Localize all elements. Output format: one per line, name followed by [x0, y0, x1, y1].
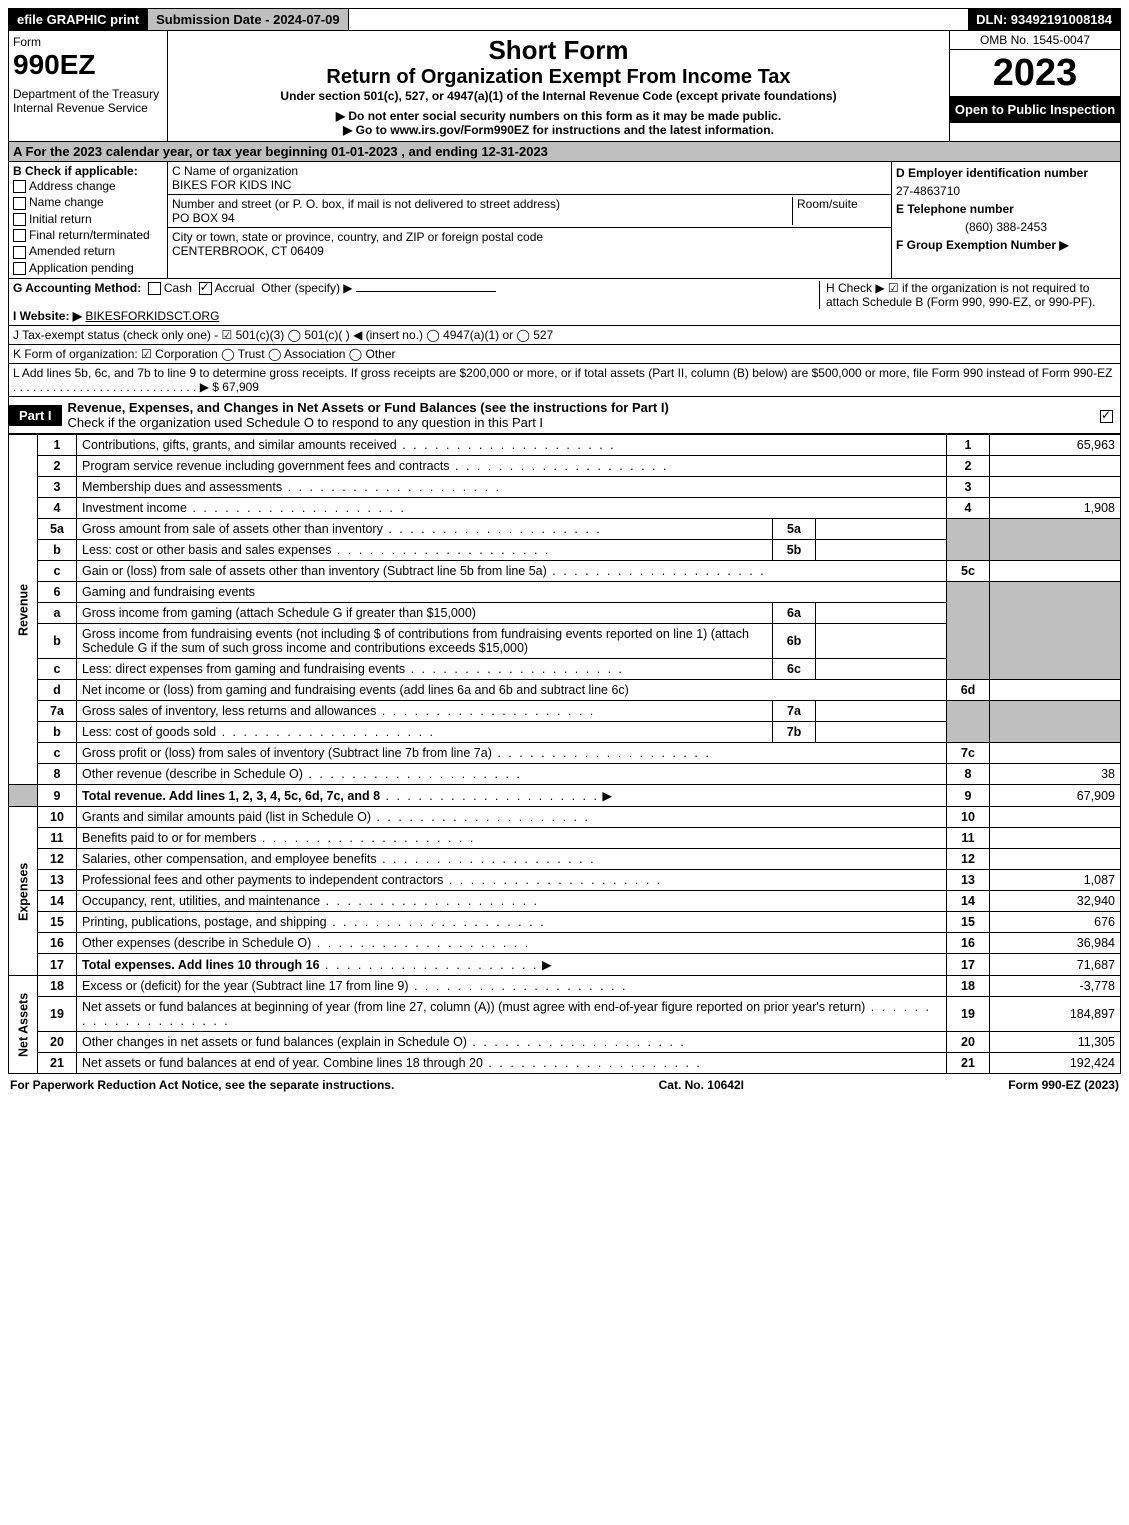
- c-city-label: City or town, state or province, country…: [172, 230, 887, 244]
- row-j: J Tax-exempt status (check only one) - ☑…: [8, 326, 1121, 345]
- part1-schedO-check[interactable]: [1096, 405, 1120, 426]
- g-other: Other (specify) ▶: [261, 281, 352, 295]
- expenses-sidelabel: Expenses: [9, 807, 38, 976]
- line1-text: Contributions, gifts, grants, and simila…: [77, 435, 947, 456]
- room-suite-label: Room/suite: [792, 197, 887, 225]
- col-d-to-f: D Employer identification number 27-4863…: [892, 162, 1120, 278]
- section-b-to-f: B Check if applicable: Address change Na…: [8, 162, 1121, 279]
- row-a-calendar: A For the 2023 calendar year, or tax yea…: [8, 142, 1121, 162]
- footer-right: Form 990-EZ (2023): [1008, 1078, 1119, 1092]
- open-public: Open to Public Inspection: [950, 96, 1120, 123]
- footer-center: Cat. No. 10642I: [659, 1078, 744, 1092]
- dept-line2: Internal Revenue Service: [13, 101, 163, 115]
- top-bar: efile GRAPHIC print Submission Date - 20…: [8, 8, 1121, 31]
- c-street-label: Number and street (or P. O. box, if mail…: [172, 197, 792, 211]
- chk-accrual[interactable]: [199, 282, 212, 295]
- b-label: B Check if applicable:: [13, 164, 138, 178]
- col-b: B Check if applicable: Address change Na…: [9, 162, 168, 278]
- c-city-cell: City or town, state or province, country…: [168, 228, 891, 260]
- part1-check-line: Check if the organization used Schedule …: [68, 415, 544, 430]
- part1-tab: Part I: [9, 405, 62, 426]
- netassets-sidelabel: Net Assets: [9, 976, 38, 1074]
- part1-title: Revenue, Expenses, and Changes in Net As…: [62, 397, 1096, 433]
- page-footer: For Paperwork Reduction Act Notice, see …: [8, 1074, 1121, 1092]
- chk-amended[interactable]: Amended return: [13, 243, 163, 259]
- form-number: 990EZ: [13, 49, 163, 81]
- dln: DLN: 93492191008184: [968, 9, 1120, 30]
- form-header: Form 990EZ Department of the Treasury In…: [8, 31, 1121, 142]
- group-exempt-label: F Group Exemption Number ▶: [896, 238, 1069, 252]
- submission-date: Submission Date - 2024-07-09: [148, 9, 349, 30]
- header-left: Form 990EZ Department of the Treasury In…: [9, 31, 168, 141]
- c-street-cell: Number and street (or P. O. box, if mail…: [168, 195, 891, 228]
- part1-table: Revenue 1 Contributions, gifts, grants, …: [8, 434, 1121, 1074]
- chk-final[interactable]: Final return/terminated: [13, 227, 163, 243]
- ein-value: 27-4863710: [896, 182, 1116, 200]
- g-label: G Accounting Method:: [13, 281, 141, 295]
- revenue-sidelabel: Revenue: [9, 435, 38, 785]
- row-g-h: H Check ▶ ☑ if the organization is not r…: [8, 279, 1121, 326]
- note-link[interactable]: ▶ Go to www.irs.gov/Form990EZ for instru…: [172, 123, 945, 137]
- c-name-label: C Name of organization: [172, 164, 887, 178]
- chk-cash[interactable]: [148, 282, 161, 295]
- header-right: OMB No. 1545-0047 2023 Open to Public In…: [949, 31, 1120, 141]
- form-subtitle: Under section 501(c), 527, or 4947(a)(1)…: [172, 89, 945, 103]
- h-check: H Check ▶ ☑ if the organization is not r…: [819, 281, 1116, 309]
- tel-value: (860) 388-2453: [896, 218, 1116, 236]
- tax-year: 2023: [950, 50, 1120, 96]
- chk-pending[interactable]: Application pending: [13, 260, 163, 276]
- dept-line1: Department of the Treasury: [13, 87, 163, 101]
- tel-label: E Telephone number: [896, 202, 1014, 216]
- short-form-label: Short Form: [172, 35, 945, 66]
- chk-address[interactable]: Address change: [13, 178, 163, 194]
- omb-number: OMB No. 1545-0047: [950, 31, 1120, 50]
- col-c: C Name of organization BIKES FOR KIDS IN…: [168, 162, 892, 278]
- ein-label: D Employer identification number: [896, 166, 1088, 180]
- row-l: L Add lines 5b, 6c, and 7b to line 9 to …: [8, 364, 1121, 397]
- form-word: Form: [13, 35, 163, 49]
- website-link[interactable]: BIKESFORKIDSCT.ORG: [85, 309, 219, 323]
- form-title: Return of Organization Exempt From Incom…: [172, 66, 945, 89]
- org-street: PO BOX 94: [172, 211, 792, 225]
- row-k: K Form of organization: ☑ Corporation ◯ …: [8, 345, 1121, 364]
- note-ssn: ▶ Do not enter social security numbers o…: [172, 109, 945, 123]
- footer-left: For Paperwork Reduction Act Notice, see …: [10, 1078, 394, 1092]
- line1-amt: 65,963: [990, 435, 1121, 456]
- chk-name[interactable]: Name change: [13, 194, 163, 210]
- org-name: BIKES FOR KIDS INC: [172, 178, 887, 192]
- c-name-cell: C Name of organization BIKES FOR KIDS IN…: [168, 162, 891, 195]
- efile-label[interactable]: efile GRAPHIC print: [9, 9, 148, 30]
- irs-link[interactable]: ▶ Go to www.irs.gov/Form990EZ for instru…: [343, 123, 774, 137]
- part1-header: Part I Revenue, Expenses, and Changes in…: [8, 397, 1121, 434]
- org-city: CENTERBROOK, CT 06409: [172, 244, 887, 258]
- i-label: I Website: ▶: [13, 309, 82, 323]
- chk-initial[interactable]: Initial return: [13, 211, 163, 227]
- header-center: Short Form Return of Organization Exempt…: [168, 31, 949, 141]
